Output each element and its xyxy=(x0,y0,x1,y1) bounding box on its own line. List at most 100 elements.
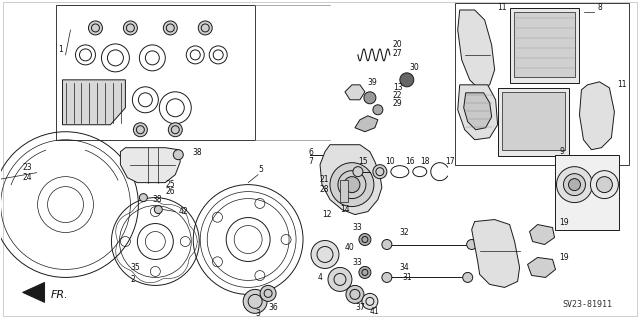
Circle shape xyxy=(198,21,212,35)
Text: 15: 15 xyxy=(358,157,367,166)
Text: 14: 14 xyxy=(340,205,349,214)
Text: 33: 33 xyxy=(352,258,362,267)
Text: 28: 28 xyxy=(320,185,330,194)
Polygon shape xyxy=(458,10,495,90)
Circle shape xyxy=(364,92,376,104)
Polygon shape xyxy=(63,80,125,125)
Text: 17: 17 xyxy=(445,157,454,166)
Text: 42: 42 xyxy=(179,207,188,216)
Circle shape xyxy=(328,267,352,291)
Text: 27: 27 xyxy=(393,49,403,58)
Circle shape xyxy=(568,179,580,191)
Bar xyxy=(498,88,570,156)
Bar xyxy=(514,12,575,77)
Polygon shape xyxy=(345,85,365,100)
Polygon shape xyxy=(458,85,498,140)
Text: 37: 37 xyxy=(355,303,365,312)
Text: 40: 40 xyxy=(345,243,355,252)
Text: 12: 12 xyxy=(322,210,332,219)
Text: 30: 30 xyxy=(410,63,420,72)
Text: 24: 24 xyxy=(22,173,32,182)
Text: 6: 6 xyxy=(308,148,313,157)
Text: FR.: FR. xyxy=(51,290,68,300)
Text: 22: 22 xyxy=(393,91,403,100)
Polygon shape xyxy=(472,219,520,287)
Circle shape xyxy=(344,177,360,193)
Circle shape xyxy=(124,21,138,35)
Text: 32: 32 xyxy=(400,228,410,237)
Circle shape xyxy=(382,240,392,249)
Circle shape xyxy=(173,150,183,160)
Text: 31: 31 xyxy=(403,273,412,282)
Text: 19: 19 xyxy=(559,253,569,262)
Circle shape xyxy=(467,240,477,249)
Circle shape xyxy=(557,167,593,203)
Circle shape xyxy=(88,21,102,35)
Polygon shape xyxy=(527,257,556,278)
Circle shape xyxy=(373,105,383,115)
Text: 36: 36 xyxy=(268,303,278,312)
Polygon shape xyxy=(579,82,614,150)
Circle shape xyxy=(140,194,147,202)
Text: 38: 38 xyxy=(192,148,202,157)
Text: 29: 29 xyxy=(393,99,403,108)
Text: 2: 2 xyxy=(131,275,135,284)
Circle shape xyxy=(353,167,363,177)
Text: SV23-81911: SV23-81911 xyxy=(563,300,612,309)
Text: 8: 8 xyxy=(597,4,602,12)
Text: 16: 16 xyxy=(405,157,415,166)
Polygon shape xyxy=(529,225,554,244)
Circle shape xyxy=(154,205,163,213)
Bar xyxy=(455,3,629,165)
Text: 7: 7 xyxy=(308,157,313,166)
Circle shape xyxy=(382,272,392,282)
Bar xyxy=(554,155,620,230)
Text: 38: 38 xyxy=(152,195,162,204)
Text: 10: 10 xyxy=(385,157,394,166)
Text: 21: 21 xyxy=(320,175,330,184)
Text: 18: 18 xyxy=(420,157,429,166)
Circle shape xyxy=(311,241,339,269)
Text: 11: 11 xyxy=(498,4,507,12)
Bar xyxy=(509,8,579,83)
Circle shape xyxy=(591,171,618,199)
Bar xyxy=(56,5,255,140)
Circle shape xyxy=(133,123,147,137)
Circle shape xyxy=(359,234,371,246)
Text: 5: 5 xyxy=(258,165,263,174)
Circle shape xyxy=(163,21,177,35)
Circle shape xyxy=(168,123,182,137)
Circle shape xyxy=(330,163,374,207)
Circle shape xyxy=(359,266,371,278)
Bar xyxy=(340,180,348,202)
Text: 26: 26 xyxy=(165,187,175,196)
Text: 41: 41 xyxy=(370,307,380,316)
Polygon shape xyxy=(22,282,45,302)
Text: 11: 11 xyxy=(618,80,627,89)
Polygon shape xyxy=(320,145,382,215)
Circle shape xyxy=(596,177,612,193)
Text: 3: 3 xyxy=(255,309,260,318)
Text: 23: 23 xyxy=(22,163,32,172)
Circle shape xyxy=(400,73,414,87)
Text: 35: 35 xyxy=(131,263,140,272)
Text: 33: 33 xyxy=(352,223,362,232)
Text: 19: 19 xyxy=(559,218,569,227)
Circle shape xyxy=(344,151,352,159)
Circle shape xyxy=(346,286,364,303)
Polygon shape xyxy=(355,116,378,132)
Text: 4: 4 xyxy=(318,273,323,282)
Circle shape xyxy=(362,293,378,309)
Circle shape xyxy=(463,272,473,282)
Circle shape xyxy=(243,289,267,313)
Circle shape xyxy=(260,286,276,301)
Text: 13: 13 xyxy=(393,83,403,92)
Text: 34: 34 xyxy=(400,263,410,272)
Text: 20: 20 xyxy=(393,41,403,49)
Circle shape xyxy=(563,174,586,196)
Polygon shape xyxy=(120,148,180,182)
Text: 39: 39 xyxy=(368,78,378,87)
Text: 25: 25 xyxy=(165,180,175,189)
Polygon shape xyxy=(464,93,492,130)
Circle shape xyxy=(373,165,387,179)
